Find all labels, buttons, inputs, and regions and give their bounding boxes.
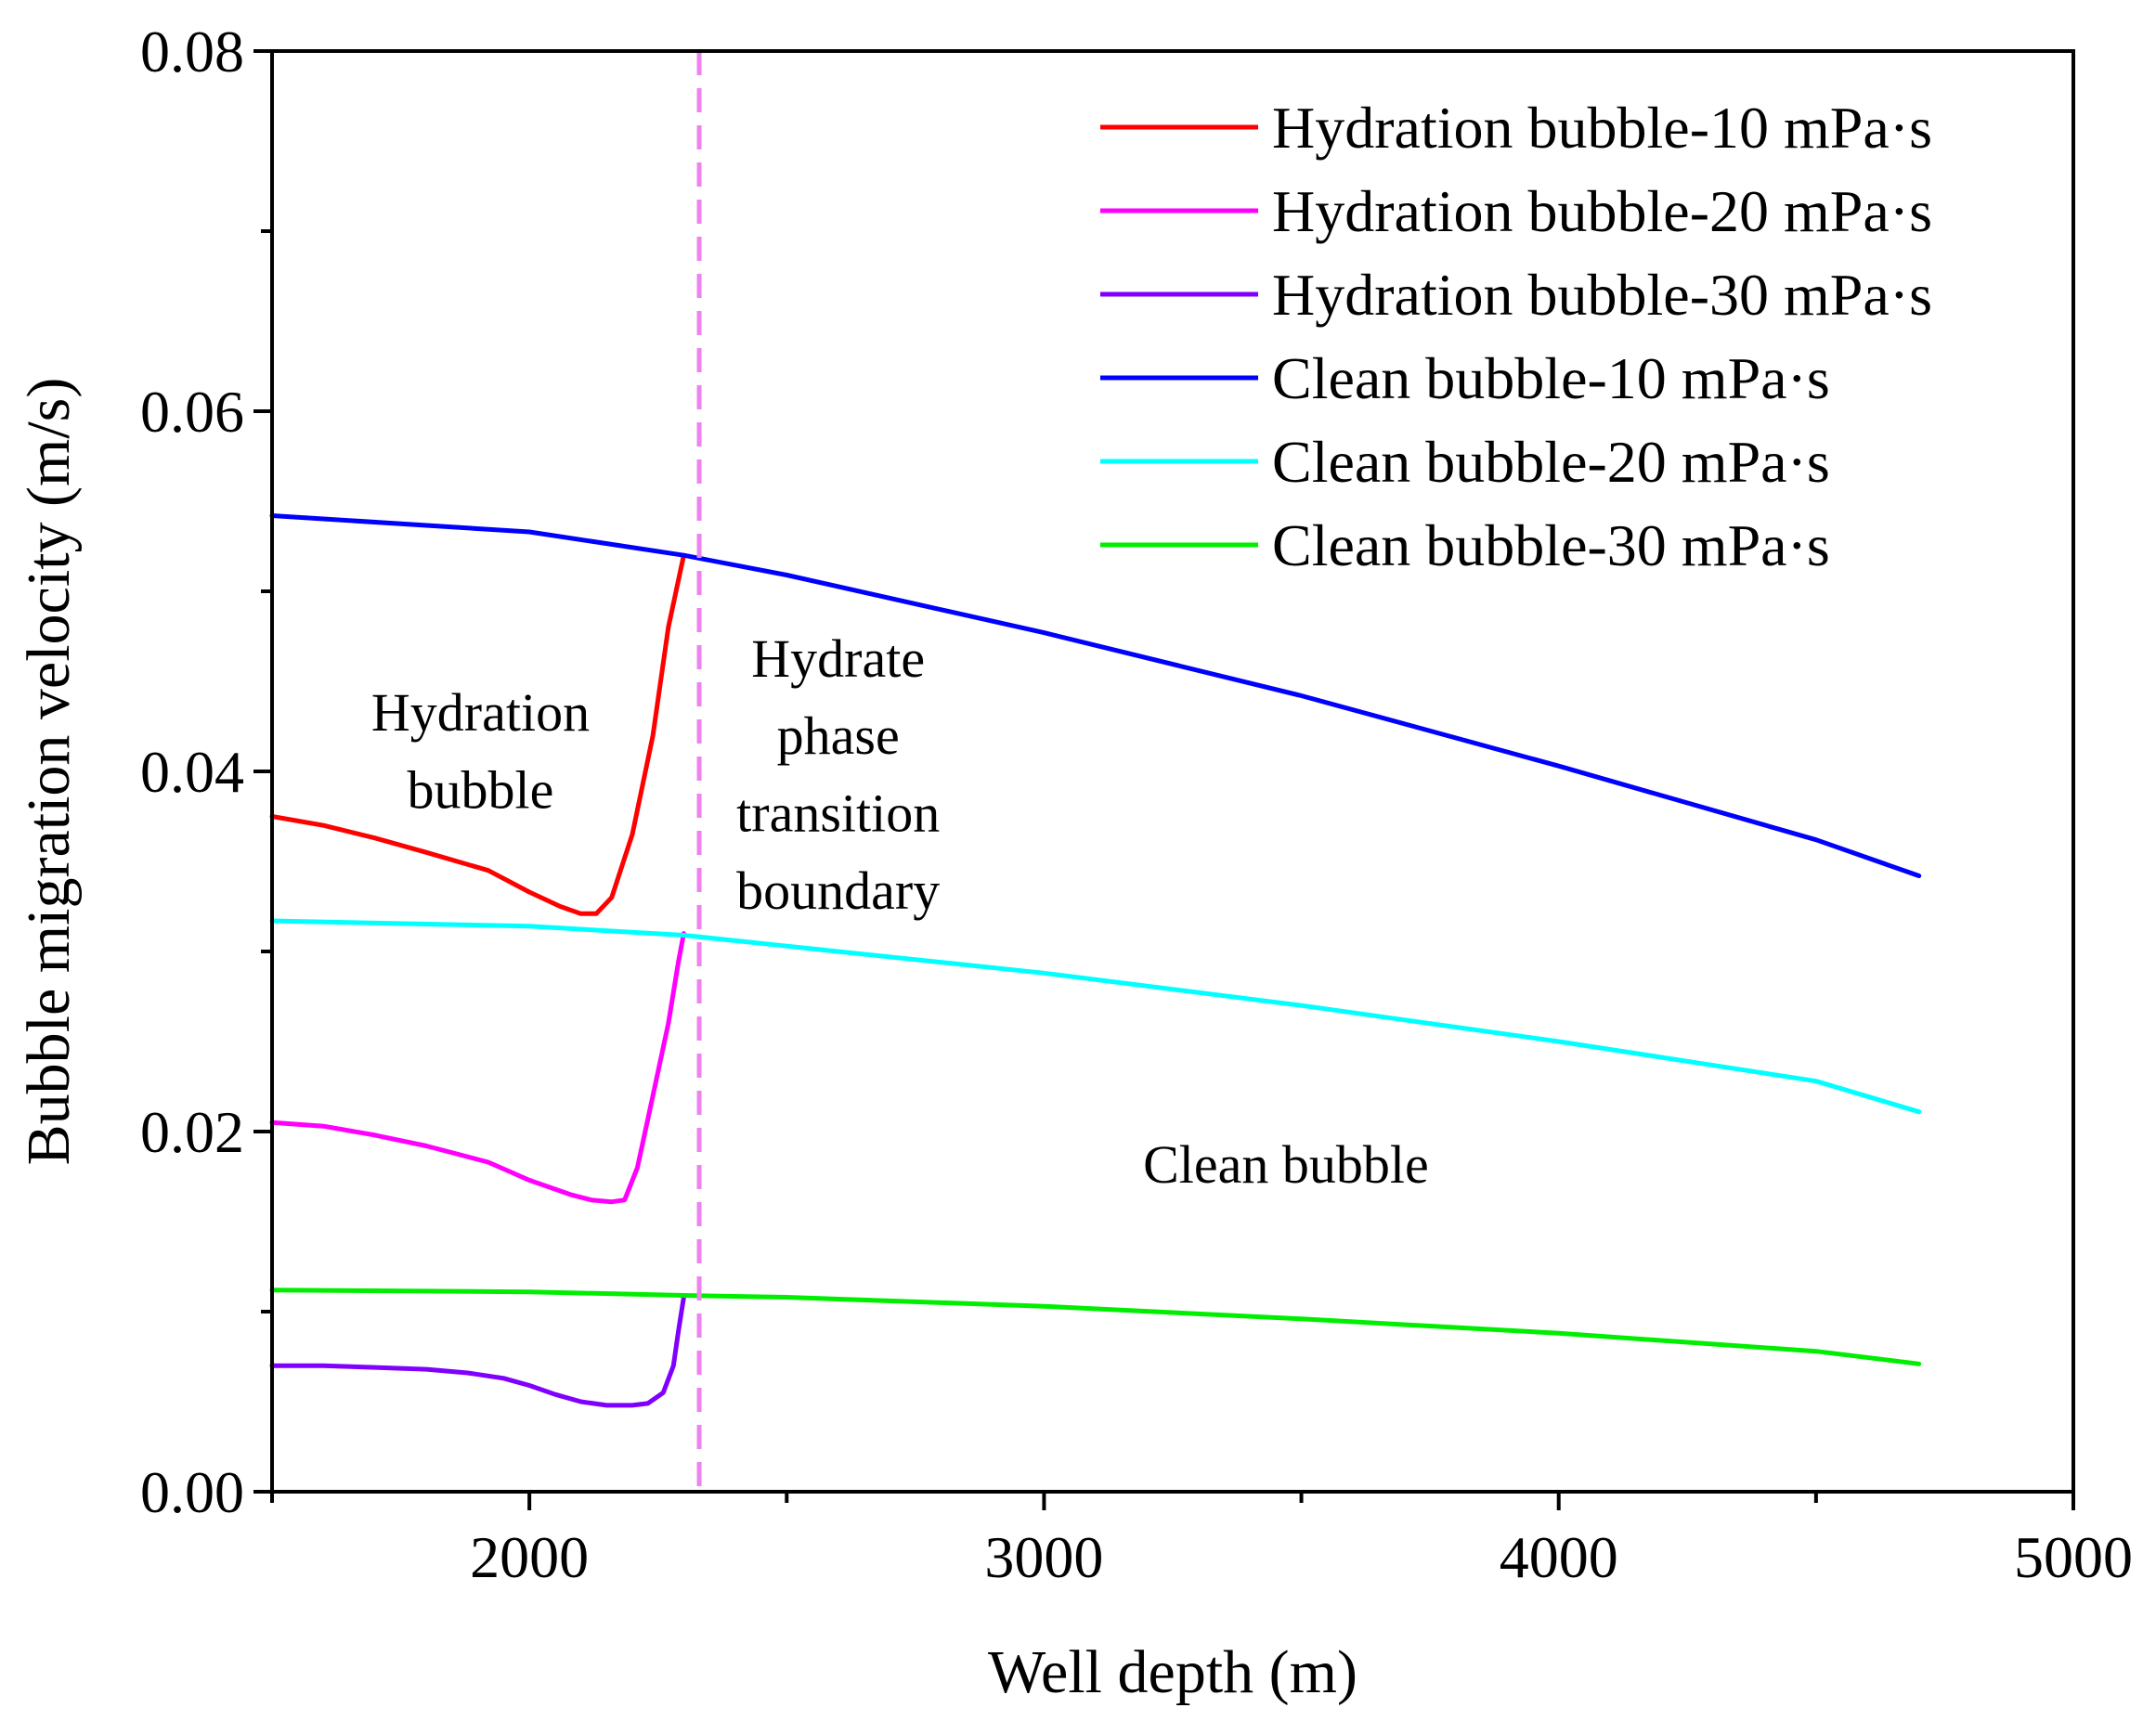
- y-tick-label: 0.02: [140, 1099, 244, 1165]
- x-tick-label: 3000: [984, 1524, 1103, 1590]
- series-line-6: [269, 1288, 1922, 1366]
- legend-label-6: Clean bubble-30 mPa·s: [1272, 512, 1830, 578]
- legend-label-1: Hydration bubble-10 mPa·s: [1272, 95, 1932, 161]
- y-tick-label: 0.04: [140, 739, 244, 805]
- series-line-3: [269, 1295, 686, 1408]
- annotation-text: Hydration: [371, 682, 590, 743]
- legend-label-5: Clean bubble-20 mPa·s: [1272, 429, 1830, 495]
- legend-label-2: Hydration bubble-20 mPa·s: [1272, 178, 1932, 244]
- y-tick-label: 0.08: [140, 19, 244, 84]
- x-tick-label: 5000: [2014, 1524, 2133, 1590]
- y-tick-label: 0.00: [140, 1459, 244, 1525]
- series-line-1: [269, 552, 686, 916]
- series-group: [269, 513, 1922, 1408]
- annotation-text: phase: [777, 705, 900, 766]
- series-line-5: [269, 918, 1922, 1115]
- annotation-text: Hydrate: [751, 628, 925, 689]
- series-line-2: [269, 931, 686, 1205]
- annotation-text: boundary: [736, 860, 940, 921]
- annotation-text: Clean bubble: [1143, 1134, 1429, 1195]
- ticks-group: 2000 3000 4000 5000 0.00 0.02 0.04 0.06 0.08: [140, 19, 2133, 1590]
- series-line-4: [269, 513, 1922, 878]
- x-tick-label: 4000: [1500, 1524, 1618, 1590]
- annotation-text: transition: [736, 783, 940, 844]
- annotation-text: bubble: [408, 759, 554, 820]
- y-axis-title: Bubble migration velocity (m/s): [15, 378, 83, 1166]
- legend: Hydration bubble-10 mPa·s Hydration bubbl…: [1100, 95, 1932, 578]
- x-tick-label: 2000: [470, 1524, 589, 1590]
- y-tick-label: 0.06: [140, 379, 244, 445]
- legend-label-4: Clean bubble-10 mPa·s: [1272, 345, 1830, 411]
- annotations-group: Hydration bubble Hydrate phase transition bou…: [371, 628, 1429, 1195]
- legend-label-3: Hydration bubble-30 mPa·s: [1272, 262, 1932, 328]
- x-axis-title: Well depth (m): [988, 1638, 1357, 1706]
